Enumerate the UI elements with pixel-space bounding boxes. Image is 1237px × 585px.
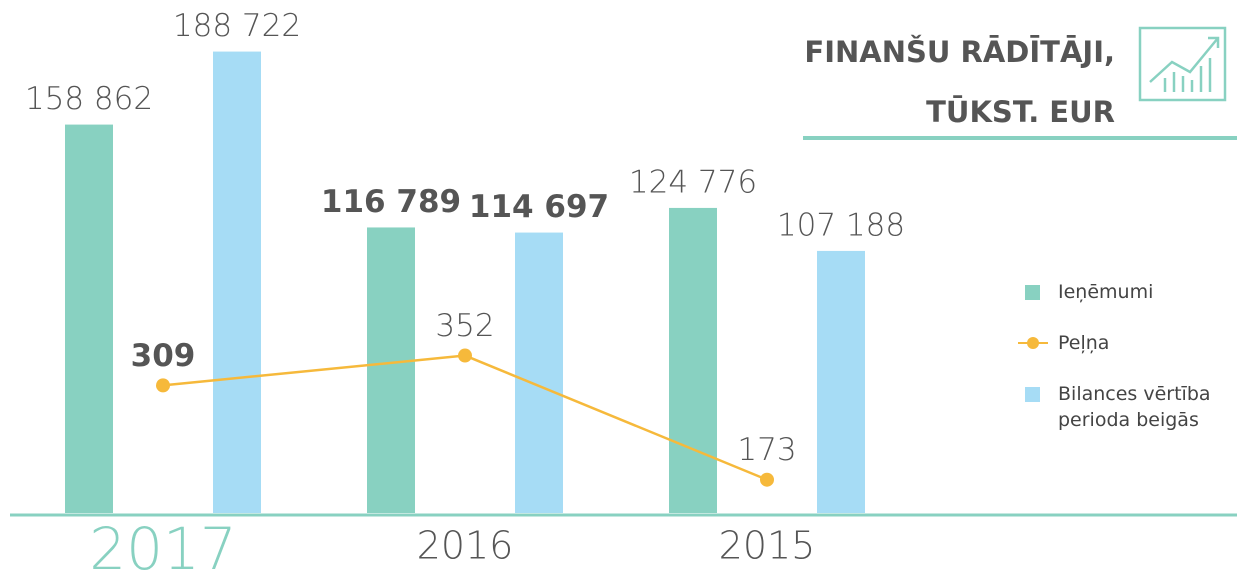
legend-swatch	[1018, 333, 1048, 353]
data-label: 352	[435, 308, 494, 344]
bar	[65, 124, 113, 514]
legend-item: Peļņa	[1018, 332, 1233, 356]
chart-title: FINANŠU RĀDĪTĀJI, TŪKST. EUR	[804, 35, 1115, 129]
legend-label: Ieņēmumi	[1058, 281, 1154, 303]
data-label: 188 722	[173, 8, 301, 44]
legend-swatch	[1018, 282, 1048, 302]
legend-item: Ieņēmumi	[1018, 281, 1233, 305]
data-label: 309	[131, 338, 196, 374]
bar	[367, 227, 415, 513]
line-point	[458, 348, 472, 363]
legend-swatch	[1018, 384, 1048, 404]
x-tick-label: 2017	[89, 515, 237, 583]
legend-label: Peļņa	[1058, 332, 1110, 354]
bar	[515, 232, 563, 513]
data-label: 116 789	[321, 184, 461, 220]
data-label: 158 862	[25, 81, 153, 117]
line-point	[760, 472, 774, 487]
data-label: 173	[737, 432, 796, 468]
x-tick-label: 2016	[417, 524, 514, 568]
bar	[669, 207, 717, 514]
legend: Ieņēmumi Peļņa Bilances vērtība perioda be…	[1018, 281, 1233, 461]
x-tick-label: 2015	[719, 524, 816, 568]
chart-icon	[1138, 26, 1227, 102]
data-label: 107 188	[777, 207, 905, 243]
line-point	[156, 378, 170, 393]
data-label: 124 776	[629, 164, 757, 200]
bar	[817, 250, 865, 513]
legend-label: Bilances vērtība perioda beigās	[1058, 383, 1211, 431]
bar	[213, 51, 261, 514]
data-label: 114 697	[469, 189, 609, 225]
legend-item: Bilances vērtība perioda beigās	[1018, 383, 1233, 433]
